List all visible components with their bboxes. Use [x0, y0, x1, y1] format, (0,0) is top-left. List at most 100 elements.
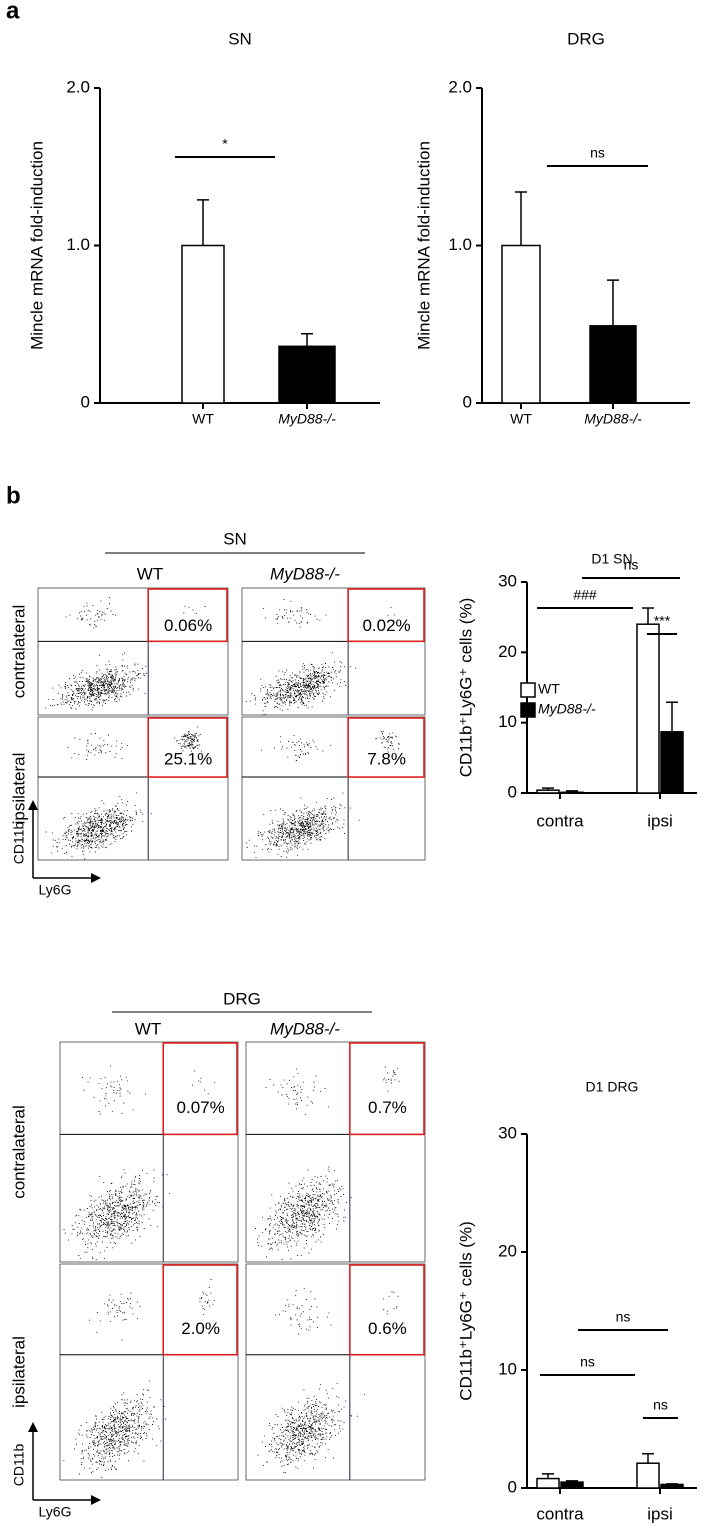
gate-percent: 25.1% [164, 750, 212, 769]
annotation: ns [616, 1309, 631, 1325]
gate-percent: 7.8% [367, 750, 406, 769]
gate-percent: 0.7% [368, 1098, 407, 1117]
x-tick-label: WT [192, 411, 214, 427]
row-label: contralateral [9, 605, 28, 699]
y-tick-label: 10 [498, 1359, 517, 1378]
bar [501, 244, 541, 404]
y-tick-label: 30 [498, 571, 517, 590]
column-label: MyD88-/- [270, 1019, 340, 1038]
plot-frame [241, 587, 426, 716]
flow-plot: 0.7% [245, 1041, 426, 1263]
annotation: ns [624, 557, 639, 573]
flow-plot: 0.07% [59, 1041, 239, 1263]
legend-label: MyD88-/- [538, 701, 596, 717]
flow-plot: 2.0% [59, 1263, 239, 1481]
plot-frame [241, 716, 426, 861]
column-label: WT [137, 564, 163, 583]
cell-dots [63, 1065, 216, 1261]
y-axis-label: Mincle mRNA fold-induction [414, 141, 433, 350]
error-bar [197, 199, 209, 246]
cell-dots [257, 1288, 399, 1474]
arrow-head [28, 1422, 101, 1505]
error-bar [607, 279, 619, 326]
cell-dots [45, 726, 203, 860]
x-tick-label: contra [536, 1504, 584, 1523]
axis-label: CD11b [11, 1444, 27, 1487]
chart-title: SN [228, 29, 252, 48]
block-title: DRG [223, 989, 261, 1008]
bar [636, 623, 660, 794]
plot-frame [59, 1263, 239, 1481]
flow-plot: 0.02% [241, 587, 426, 716]
x-tick-label: ipsi [647, 1504, 673, 1523]
axis-arrow [32, 1430, 93, 1501]
bar [660, 1483, 684, 1489]
gate-percent: 0.07% [177, 1098, 225, 1117]
y-tick-label: 2.0 [448, 77, 472, 96]
y-tick-label: 20 [498, 642, 517, 661]
bar [181, 244, 225, 404]
gate-percent: 0.6% [368, 1319, 407, 1338]
flow-plot: 25.1% [37, 716, 229, 861]
row-label: ipsilateral [9, 1336, 28, 1408]
legend-swatch [520, 702, 536, 718]
plot-frame [37, 587, 229, 716]
column-label: WT [135, 1019, 161, 1038]
chart-title: D1 SN [591, 551, 632, 567]
plot-frame [245, 1041, 426, 1263]
annotation: ns [580, 1354, 595, 1370]
flow-plot: 7.8% [241, 716, 426, 861]
y-tick-label: 30 [498, 1123, 517, 1142]
axis-arrow [32, 808, 93, 879]
gate [162, 1264, 238, 1356]
gate [147, 717, 228, 778]
legend-swatch [520, 682, 536, 698]
y-tick-label: 20 [498, 1241, 517, 1260]
row-label: contralateral [9, 1105, 28, 1199]
legend-label: WT [538, 681, 560, 697]
axis-label: Ly6G [39, 1504, 72, 1520]
chart-title: DRG [567, 29, 605, 48]
plot-frame [37, 716, 229, 861]
column-label: MyD88-/- [270, 564, 340, 583]
y-tick-label: 0 [463, 392, 472, 411]
gate-percent: 0.06% [164, 616, 212, 635]
y-tick-label: 10 [498, 712, 517, 731]
cell-dots [245, 599, 396, 716]
bar [660, 731, 684, 794]
error-bar [642, 607, 654, 625]
error-bar [642, 1453, 654, 1464]
y-tick-label: 0 [508, 1477, 517, 1496]
annotation: ### [573, 587, 597, 603]
x-tick-label: ipsi [647, 811, 673, 830]
error-bar [515, 191, 527, 246]
bar [636, 1462, 660, 1489]
gate [162, 1042, 238, 1136]
x-tick-label: WT [510, 411, 532, 427]
error-bar [666, 701, 678, 732]
arrow-head [28, 800, 101, 883]
gate [147, 588, 228, 643]
y-tick-label: 2.0 [66, 77, 90, 96]
y-axis-label: CD11b⁺Ly6G⁺ cells (%) [456, 598, 475, 778]
cell-dots [44, 597, 206, 711]
gate [349, 1042, 425, 1136]
gate-percent: 0.02% [362, 616, 410, 635]
y-tick-label: 1.0 [448, 235, 472, 254]
cell-dots [255, 1066, 400, 1260]
axis-label: Ly6G [39, 882, 72, 898]
y-tick-label: 0 [508, 782, 517, 801]
annotation: ns [653, 1397, 668, 1413]
x-tick-label: contra [536, 811, 584, 830]
plot-frame [59, 1041, 239, 1263]
flow-plot: 0.6% [245, 1263, 426, 1481]
panel-label: a [6, 0, 20, 24]
chart-title: D1 DRG [586, 1079, 639, 1095]
annotation: ns [590, 145, 605, 161]
y-tick-label: 0 [81, 392, 90, 411]
gate [349, 1264, 425, 1356]
panel-label: b [6, 482, 21, 509]
row-label: ipsilateral [9, 753, 28, 825]
cell-dots [63, 1279, 215, 1478]
